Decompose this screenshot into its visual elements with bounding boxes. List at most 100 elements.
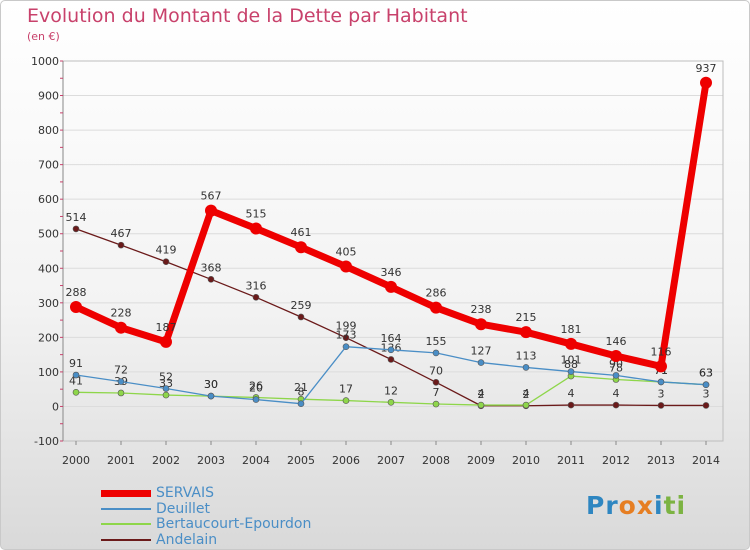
chart-title: Evolution du Montant de la Dette par Hab… [27, 5, 468, 27]
data-point [70, 300, 82, 313]
data-label: 215 [516, 311, 537, 324]
data-point [295, 241, 307, 254]
data-label: 3 [658, 387, 665, 400]
data-point [522, 364, 530, 371]
data-label: 2 [523, 388, 530, 401]
x-tick-label: 2005 [287, 454, 315, 467]
x-tick-label: 2011 [557, 454, 585, 467]
y-tick-label: 1000 [31, 55, 59, 68]
data-point [655, 360, 667, 373]
legend-swatch [101, 523, 151, 525]
data-point [117, 378, 125, 385]
data-label: 199 [336, 320, 357, 333]
data-point [342, 397, 350, 404]
legend-swatch [101, 507, 151, 510]
x-tick-label: 2003 [197, 454, 225, 467]
data-point [72, 388, 80, 396]
data-point [432, 378, 440, 386]
data-point [567, 401, 575, 409]
data-label: 515 [246, 208, 267, 221]
data-label: 3 [703, 387, 710, 400]
x-tick-label: 2002 [152, 454, 180, 467]
data-label: 88 [564, 358, 578, 371]
data-label: 91 [69, 357, 83, 370]
y-tick-label: 100 [38, 366, 59, 379]
y-tick-label: 0 [52, 400, 59, 413]
data-label: 63 [699, 367, 713, 380]
data-point [520, 326, 532, 339]
x-tick-label: 2007 [377, 454, 405, 467]
logo-letter: x [636, 491, 654, 520]
data-label: 52 [159, 370, 173, 383]
y-tick-label: 600 [38, 193, 59, 206]
data-label: 116 [651, 345, 672, 358]
data-point [162, 258, 170, 266]
logo-letter: t [663, 491, 677, 520]
data-label: 17 [339, 383, 353, 396]
data-label: 937 [696, 62, 717, 75]
y-tick-label: 700 [38, 159, 59, 172]
data-point [610, 350, 622, 363]
data-point [385, 280, 397, 293]
legend-swatch [101, 538, 151, 541]
legend-swatch [101, 489, 151, 497]
data-point [297, 400, 305, 407]
data-label: 238 [471, 303, 492, 316]
x-tick-label: 2000 [62, 454, 90, 467]
data-label: 21 [294, 381, 308, 394]
data-label: 288 [66, 286, 87, 299]
y-tick-label: 900 [38, 90, 59, 103]
data-point [207, 276, 215, 283]
data-point [475, 318, 487, 331]
data-point [387, 356, 395, 363]
data-label: 12 [384, 384, 398, 397]
data-label: 567 [201, 190, 222, 203]
data-label: 70 [429, 364, 443, 377]
data-point [115, 321, 127, 334]
data-label: 164 [381, 332, 402, 345]
data-point [432, 400, 440, 408]
data-point [657, 402, 665, 409]
data-point [432, 349, 440, 357]
data-label: 461 [291, 226, 312, 239]
data-point [430, 301, 442, 314]
y-tick-label: 800 [38, 124, 59, 137]
legend-label: SERVAIS [156, 485, 214, 501]
data-label: 30 [204, 378, 218, 391]
data-point [162, 385, 170, 392]
legend-label: Bertaucourt-Epourdon [156, 516, 312, 532]
data-label: 228 [111, 307, 132, 320]
data-label: 101 [561, 354, 582, 367]
y-tick-label: 400 [38, 262, 59, 275]
legend-label: Andelain [156, 531, 218, 548]
data-label: 30 [204, 378, 218, 391]
x-tick-label: 2013 [647, 454, 675, 467]
x-tick-label: 2006 [332, 454, 360, 467]
data-label: 72 [114, 364, 128, 377]
data-label: 419 [156, 244, 177, 257]
data-point [522, 401, 530, 409]
x-tick-label: 2010 [512, 454, 540, 467]
data-label: 173 [336, 329, 357, 342]
data-label: 78 [609, 362, 623, 375]
data-label: 127 [471, 345, 492, 358]
data-label: 4 [568, 387, 575, 400]
data-point [387, 399, 395, 406]
data-label: 2 [478, 388, 485, 401]
data-label: 368 [201, 261, 222, 274]
data-label: 346 [381, 266, 402, 279]
data-label: 187 [156, 321, 177, 334]
data-label: 33 [159, 377, 173, 390]
y-tick-label: -100 [34, 435, 59, 448]
data-point [72, 225, 80, 233]
data-label: 4 [523, 387, 530, 400]
data-label: 155 [426, 335, 447, 348]
x-tick-label: 2004 [242, 454, 270, 467]
data-point [477, 359, 485, 366]
data-point [252, 293, 260, 301]
data-label: 405 [336, 246, 357, 259]
legend-label: Deuillet [156, 500, 211, 517]
data-label: 259 [291, 299, 312, 312]
